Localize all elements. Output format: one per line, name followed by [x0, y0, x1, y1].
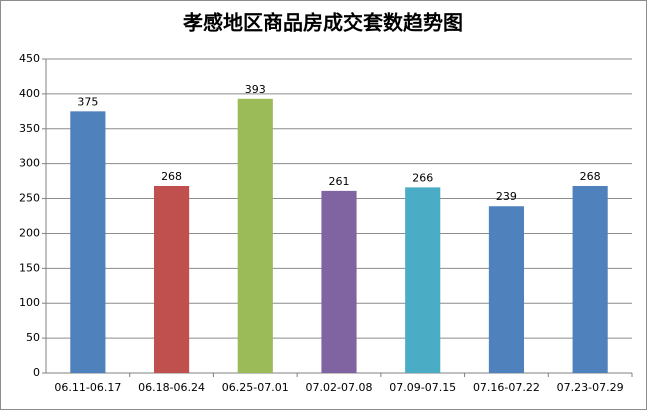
bar	[488, 206, 525, 373]
bar	[405, 187, 441, 373]
y-tick-label: 200	[19, 226, 40, 239]
data-label: 393	[245, 83, 266, 96]
data-label: 239	[496, 190, 517, 203]
y-tick-label: 250	[19, 192, 40, 205]
chart-title: 孝感地区商品房成交套数趋势图	[182, 11, 463, 35]
bar	[153, 185, 190, 373]
y-tick-label: 50	[26, 331, 40, 344]
data-label: 261	[329, 175, 350, 188]
data-label: 266	[412, 171, 433, 184]
data-label: 375	[77, 95, 98, 108]
x-tick-label: 07.16-07.22	[473, 381, 540, 394]
bar	[572, 185, 608, 373]
data-label: 268	[580, 170, 601, 183]
x-tick-label: 07.23-07.29	[557, 381, 624, 394]
x-tick-label: 07.09-07.15	[389, 381, 456, 394]
y-tick-label: 450	[19, 52, 40, 65]
y-tick-label: 150	[19, 261, 40, 274]
bar	[70, 111, 106, 373]
y-tick-label: 350	[19, 122, 40, 135]
x-tick-label: 07.02-07.08	[306, 381, 373, 394]
y-tick-label: 0	[33, 366, 40, 379]
data-label: 268	[161, 170, 182, 183]
y-tick-label: 100	[19, 296, 40, 309]
y-tick-label: 400	[19, 87, 40, 100]
bar	[321, 190, 357, 373]
x-tick-label: 06.11-06.17	[54, 381, 121, 394]
x-tick-label: 06.18-06.24	[138, 381, 205, 394]
x-tick-label: 06.25-07.01	[222, 381, 289, 394]
bar	[237, 98, 273, 374]
y-tick-label: 300	[19, 157, 40, 170]
